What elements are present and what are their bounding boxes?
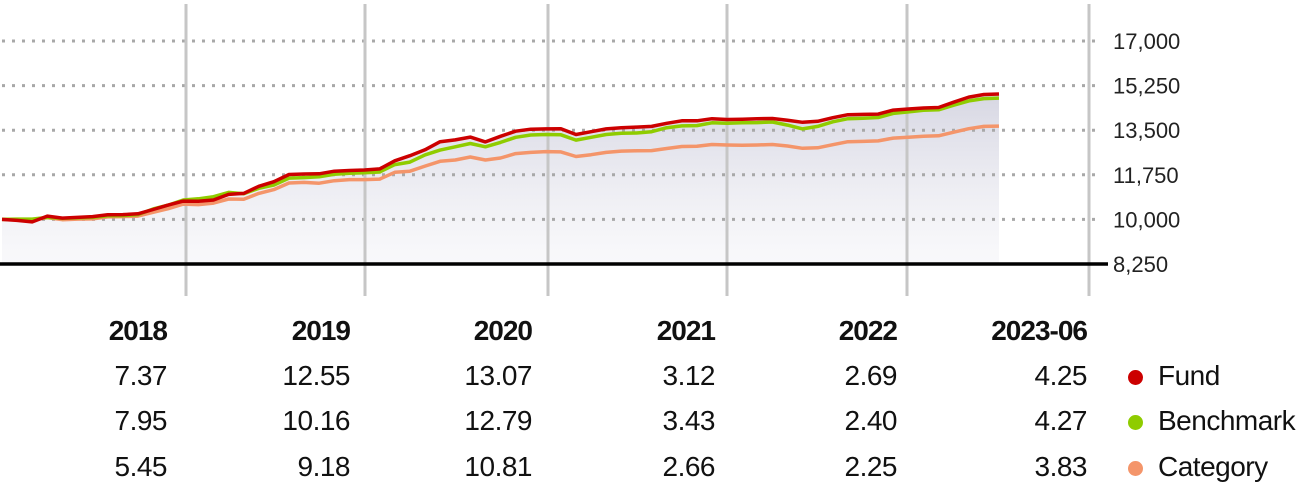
legend-label: Category bbox=[1158, 451, 1268, 482]
area-fill bbox=[2, 94, 999, 264]
benchmark-return-cell: 10.16 bbox=[282, 405, 350, 436]
benchmark-return-cell: 4.27 bbox=[1034, 405, 1088, 436]
year-header: 2019 bbox=[291, 315, 351, 346]
horizontal-gridlines bbox=[2, 39, 1096, 221]
year-header: 2018 bbox=[108, 315, 168, 346]
series-line-category bbox=[1, 124, 1000, 222]
y-tick-label: 8,250 bbox=[1113, 252, 1168, 277]
y-tick-label: 13,500 bbox=[1113, 118, 1180, 143]
category-return-cell: 2.66 bbox=[662, 451, 716, 482]
benchmark-return-cell: 7.95 bbox=[114, 405, 168, 436]
legend-dot-icon bbox=[1128, 415, 1143, 430]
y-tick-label: 15,250 bbox=[1113, 74, 1180, 99]
y-tick-label: 10,000 bbox=[1113, 207, 1180, 232]
fund-return-cell: 12.55 bbox=[282, 360, 350, 391]
y-tick-label: 17,000 bbox=[1113, 29, 1180, 54]
category-return-cell: 10.81 bbox=[464, 451, 532, 482]
category-return-cell: 2.25 bbox=[844, 451, 898, 482]
legend-label: Benchmark bbox=[1158, 405, 1296, 436]
year-header: 2020 bbox=[473, 315, 533, 346]
series-line-fund bbox=[1, 92, 1000, 224]
legend-label: Fund bbox=[1158, 360, 1220, 391]
growth-chart: 17,000 15,250 13,500 11,750 10,000 8,250 bbox=[0, 4, 1180, 296]
y-tick-label: 11,750 bbox=[1113, 163, 1179, 188]
fund-return-cell: 3.12 bbox=[662, 360, 716, 391]
benchmark-return-cell: 3.43 bbox=[662, 405, 716, 436]
fund-return-cell: 13.07 bbox=[464, 360, 532, 391]
fund-return-cell: 2.69 bbox=[844, 360, 898, 391]
benchmark-return-cell: 12.79 bbox=[464, 405, 532, 436]
fund-return-cell: 4.25 bbox=[1034, 360, 1088, 391]
year-gridlines bbox=[184, 4, 1091, 296]
y-tick-labels: 17,000 15,250 13,500 11,750 10,000 8,250 bbox=[1113, 29, 1180, 277]
year-header: 2023-06 bbox=[991, 315, 1088, 346]
category-return-cell: 3.83 bbox=[1034, 451, 1088, 482]
benchmark-return-cell: 2.40 bbox=[844, 405, 898, 436]
fund-area-fill bbox=[2, 94, 999, 264]
legend-dot-icon bbox=[1128, 370, 1143, 385]
category-return-cell: 5.45 bbox=[114, 451, 168, 482]
series-lines bbox=[1, 92, 1000, 224]
fund-return-cell: 7.37 bbox=[114, 360, 168, 391]
category-return-cell: 9.18 bbox=[297, 451, 351, 482]
year-header: 2021 bbox=[656, 315, 716, 346]
year-header: 2022 bbox=[838, 315, 898, 346]
legend-dot-icon bbox=[1128, 461, 1143, 476]
